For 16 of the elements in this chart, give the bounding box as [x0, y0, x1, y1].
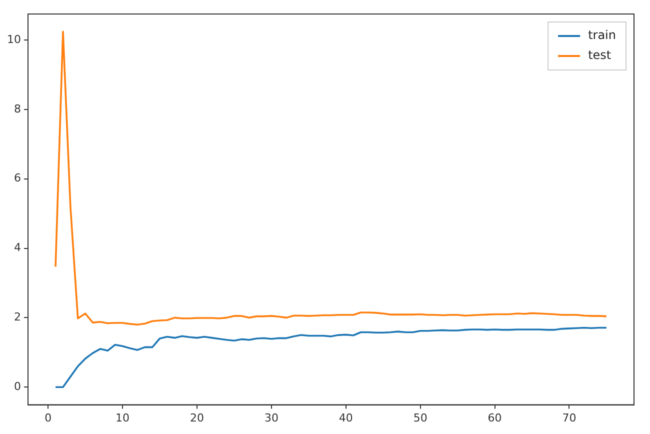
legend-label: test: [588, 48, 612, 62]
x-tick-label: 70: [562, 411, 576, 424]
y-tick-label: 6: [14, 172, 21, 185]
y-tick-label: 8: [14, 102, 21, 116]
y-tick-label: 10: [6, 32, 21, 46]
y-tick-label: 0: [14, 380, 21, 393]
x-tick-label: 60: [488, 411, 502, 424]
x-tick-label: 50: [413, 411, 428, 424]
x-tick-label: 10: [116, 411, 130, 424]
x-tick-label: 40: [338, 411, 353, 424]
y-tick-label: 4: [14, 241, 21, 254]
x-tick-label: 30: [264, 411, 278, 424]
x-tick-label: 0: [44, 411, 52, 424]
legend-label: train: [588, 28, 616, 42]
y-tick-label: 2: [14, 310, 21, 324]
x-tick-label: 20: [190, 411, 204, 424]
